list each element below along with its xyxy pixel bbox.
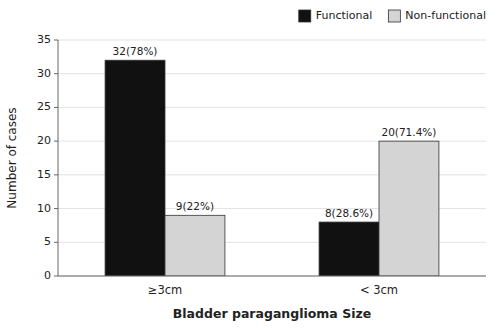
data-label: 32(78%)	[113, 45, 158, 57]
y-tick-label: 25	[37, 100, 51, 113]
bar	[379, 141, 439, 276]
x-axis-line	[58, 276, 486, 277]
y-tick	[54, 73, 58, 74]
chart-container: 0 5 10 15 20 25 30 35 32(78%) 8(28.6%) 9(22%) 20(71…	[0, 0, 500, 328]
y-tick	[54, 40, 58, 41]
y-tick	[54, 174, 58, 175]
legend-swatch	[299, 10, 311, 22]
y-tick	[54, 141, 58, 142]
bar	[105, 60, 165, 276]
x-tick-label: < 3cm	[360, 283, 398, 297]
y-tick-label: 30	[37, 67, 51, 80]
y-axis-line	[58, 40, 59, 276]
legend-item: Non-functional	[388, 9, 486, 22]
grid-line	[58, 40, 486, 41]
legend-label: Non-functional	[405, 9, 486, 22]
data-label: 8(28.6%)	[325, 207, 373, 219]
legend-swatch	[388, 10, 400, 22]
bar	[165, 215, 225, 276]
y-tick	[54, 107, 58, 108]
grid-line	[58, 276, 486, 277]
x-axis-label: Bladder paraganglioma Size	[173, 306, 371, 321]
y-tick-label: 15	[37, 168, 51, 181]
bars	[105, 60, 439, 276]
y-tick-label: 5	[44, 235, 51, 248]
y-tick-label: 10	[37, 202, 51, 215]
y-tick	[54, 242, 58, 243]
y-tick-label: 35	[37, 33, 51, 46]
data-label: 20(71.4%)	[381, 126, 436, 138]
legend-label: Functional	[316, 9, 373, 22]
y-grid	[58, 40, 486, 276]
y-tick	[54, 208, 58, 209]
y-tick	[54, 276, 58, 277]
legend: Functional Non-functional	[299, 9, 486, 22]
data-labels: 32(78%) 8(28.6%) 9(22%) 20(71.4%)	[113, 45, 437, 219]
data-label: 9(22%)	[176, 200, 214, 212]
legend-item: Functional	[299, 9, 373, 22]
x-tick-label: ≥3cm	[148, 283, 182, 297]
y-axis-label: Number of cases	[5, 107, 19, 208]
y-tick-label: 0	[44, 269, 51, 282]
y-tick-label: 20	[37, 134, 51, 147]
chart-svg: 0 5 10 15 20 25 30 35 32(78%) 8(28.6%) 9(22%) 20(71…	[0, 0, 500, 328]
bar	[319, 222, 379, 276]
